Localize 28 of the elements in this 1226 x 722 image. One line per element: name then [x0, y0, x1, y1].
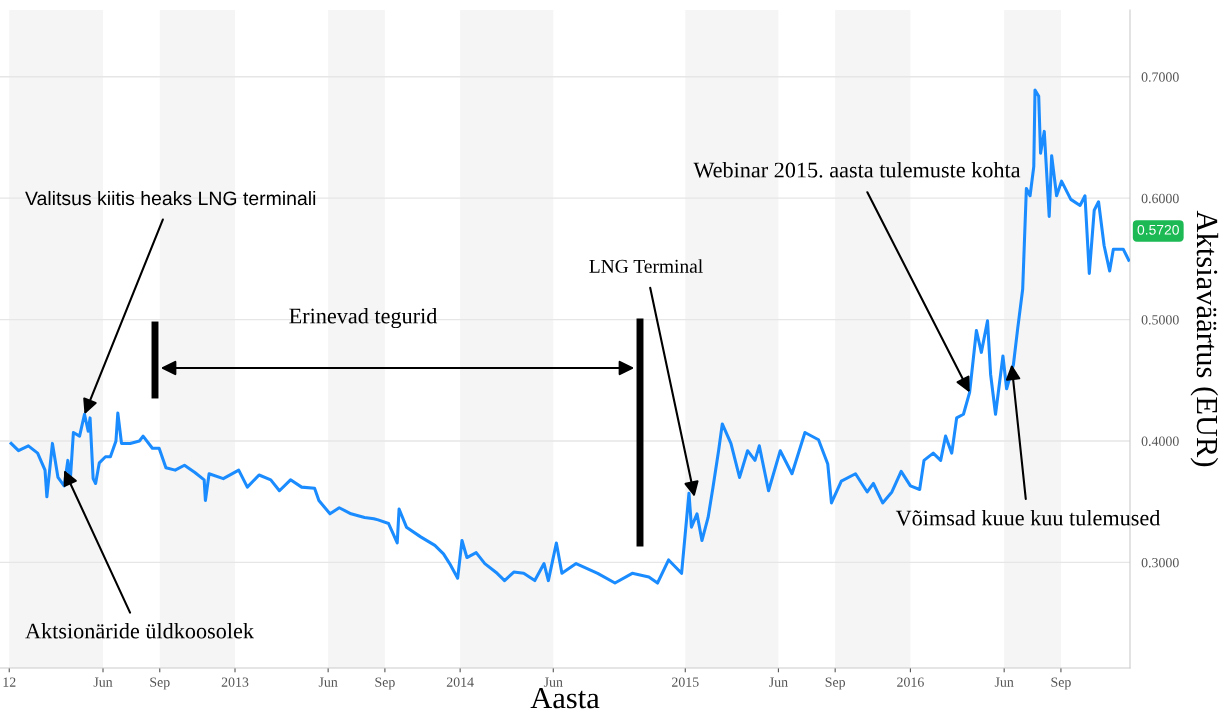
annotation: Erinevad tegurid [289, 307, 438, 329]
y-tick-label: 0.4000 [1141, 436, 1179, 446]
y-tick-label: 0.3000 [1141, 557, 1179, 568]
annotation: Aktsionäride üldkoosolek [25, 622, 254, 639]
x-tick-label: Jun [93, 677, 113, 687]
y-axis-title: Aktsiaväärtus (EUR) [1190, 210, 1219, 467]
x-tick-label: 2016 [897, 677, 924, 687]
x-tick-label: 2013 [221, 677, 249, 687]
y-tick-label: 0.6000 [1141, 193, 1179, 204]
y-tick-label: 0.7000 [1141, 72, 1179, 82]
annotation: Webinar 2015. aasta tulemuste kohta [693, 161, 1021, 178]
x-tick-label: Sep [150, 677, 170, 690]
y-tick-label: 0.5000 [1141, 315, 1179, 325]
x-tick-label: Sep [1051, 677, 1071, 690]
x-tick-label: Jun [994, 677, 1014, 687]
annotation: Võimsad kuue kuu tulemused [895, 509, 1161, 526]
x-tick-label: Jun [318, 677, 338, 687]
x-tick-label: Jun [769, 677, 788, 687]
annotation: LNG Terminal [589, 259, 703, 273]
x-tick-label: 12 [3, 677, 16, 687]
x-tick-label: 2014 [446, 677, 474, 687]
x-tick-label: Sep [375, 677, 395, 690]
x-axis-title: Aasta [530, 687, 600, 709]
text: 0.5720 [1137, 224, 1179, 235]
x-tick-label: Jun [543, 677, 563, 687]
x-tick-label: 2015 [672, 677, 699, 687]
x-tick-label: Sep [825, 677, 846, 690]
annotation: Valitsus kiitis heaks LNG terminali [25, 190, 316, 206]
